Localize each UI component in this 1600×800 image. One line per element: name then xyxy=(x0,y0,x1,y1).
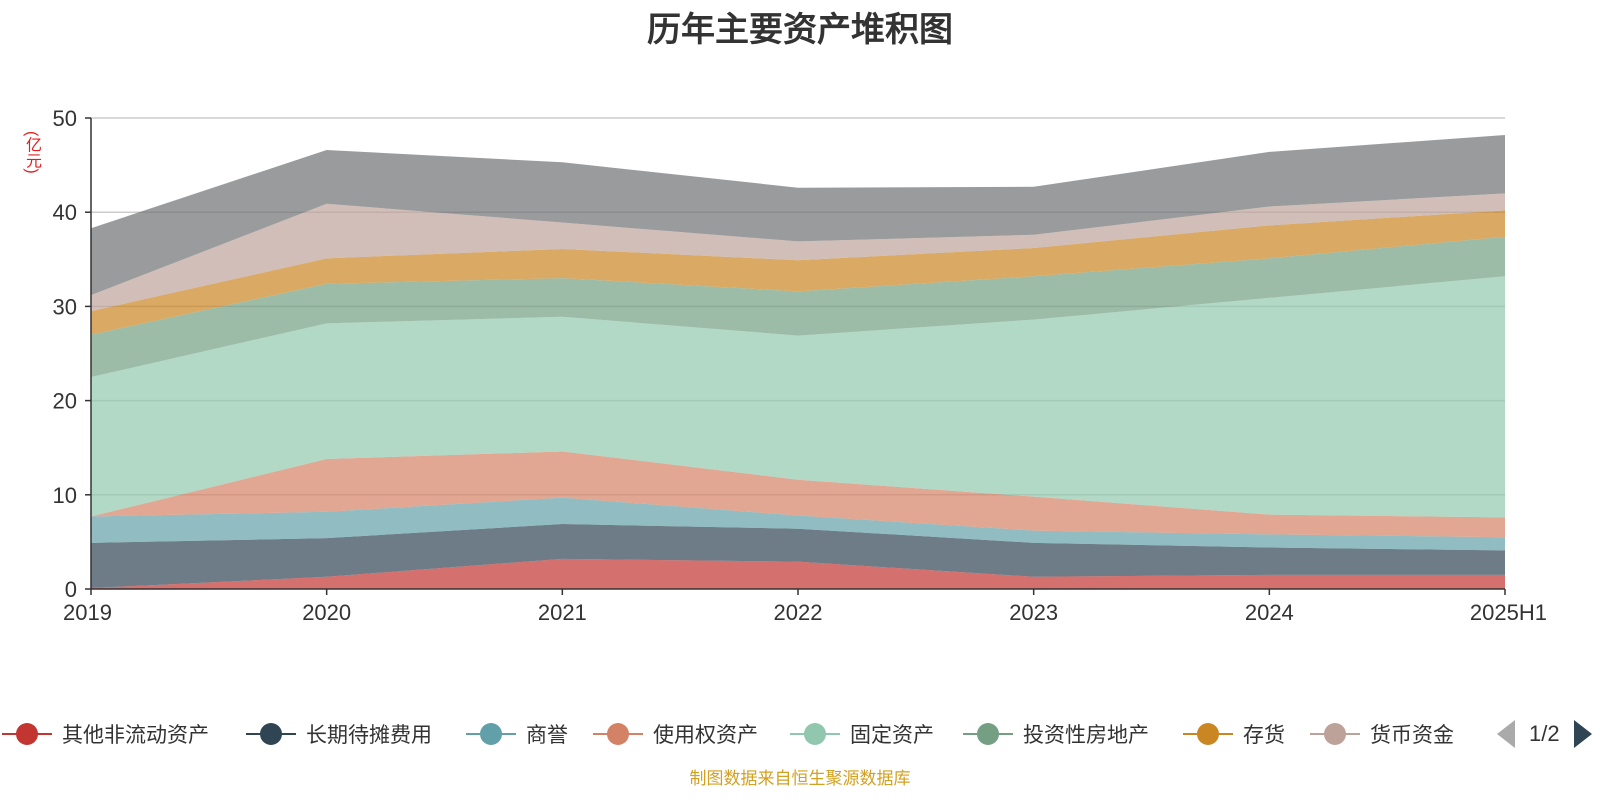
area-series-7 xyxy=(91,210,1505,335)
legend-marker-icon xyxy=(1183,722,1233,746)
area-series-6 xyxy=(91,236,1505,378)
y-axis-unit-label: (亿元) xyxy=(23,130,40,174)
legend-item-label: 存货 xyxy=(1243,724,1285,747)
legend-item[interactable]: 使用权资产 xyxy=(593,716,758,752)
legend-item-label: 长期待摊费用 xyxy=(306,724,432,747)
y-tick-label: 50 xyxy=(53,106,77,131)
legend-page-indicator: 1/2 xyxy=(1529,721,1560,746)
legend-item-label: 其他非流动资产 xyxy=(62,724,209,747)
x-tick-label: 2020 xyxy=(302,600,351,625)
y-tick-label: 40 xyxy=(53,200,77,225)
legend: 其他非流动资产 长期待摊费用 商誉 使用权资产 固定资产 投资性房地产 存货 货币资金 xyxy=(0,716,1600,752)
legend-item[interactable]: 固定资产 xyxy=(790,716,934,752)
legend-item[interactable]: 投资性房地产 xyxy=(963,716,1149,752)
area-series-3 xyxy=(91,497,1505,551)
axes: 0 10 20 30 40 50 2019 2020 2021 2022 2023 2024 2025H… xyxy=(53,106,1547,625)
legend-item[interactable]: 长期待摊费用 xyxy=(246,716,432,752)
legend-items: 其他非流动资产 长期待摊费用 商誉 使用权资产 固定资产 投资性房地产 存货 货币资金 xyxy=(0,716,1482,752)
legend-marker-icon xyxy=(246,722,296,746)
legend-marker-icon xyxy=(466,722,516,746)
legend-marker-icon xyxy=(1310,722,1360,746)
x-tick-label: 2023 xyxy=(1009,600,1058,625)
legend-item[interactable]: 商誉 xyxy=(466,716,568,752)
legend-next-icon[interactable] xyxy=(1573,720,1592,748)
y-tick-label: 30 xyxy=(53,294,77,319)
legend-marker-icon xyxy=(963,722,1013,746)
area-series-8 xyxy=(91,193,1505,312)
legend-item-label: 投资性房地产 xyxy=(1023,724,1149,747)
x-tick-label: 2024 xyxy=(1245,600,1294,625)
legend-item[interactable]: 其他非流动资产 xyxy=(2,716,209,752)
x-tick-label: 2025H1 xyxy=(1470,600,1547,625)
y-tick-label: 20 xyxy=(53,389,77,414)
legend-marker-icon xyxy=(593,722,643,746)
stacked-area-chart: 0 10 20 30 40 50 2019 2020 2021 2022 2023 2024 2025H… xyxy=(53,106,1547,625)
area-series xyxy=(91,134,1505,589)
data-source-note: 制图数据来自恒生聚源数据库 xyxy=(689,769,911,788)
legend-pager: 1/2 xyxy=(1497,716,1592,752)
legend-item[interactable]: 货币资金 xyxy=(1310,716,1454,752)
legend-item-label: 商誉 xyxy=(526,724,568,747)
legend-item-label: 货币资金 xyxy=(1370,724,1454,747)
legend-item-label: 使用权资产 xyxy=(653,724,758,747)
area-series-4 xyxy=(91,451,1505,538)
y-tick-label: 10 xyxy=(53,483,77,508)
area-series-2 xyxy=(91,524,1505,589)
x-tick-label: 2022 xyxy=(774,600,823,625)
area-series-5 xyxy=(91,276,1505,518)
legend-marker-icon xyxy=(2,722,52,746)
legend-marker-icon xyxy=(790,722,840,746)
y-tick-label: 0 xyxy=(65,577,77,602)
x-tick-label: 2021 xyxy=(538,600,587,625)
legend-item-label: 固定资产 xyxy=(850,724,934,747)
x-tick-label: 2019 xyxy=(63,600,112,625)
area-series-9 xyxy=(91,134,1505,296)
legend-item[interactable]: 存货 xyxy=(1183,716,1285,752)
chart-title: 历年主要资产堆积图 xyxy=(647,10,953,50)
legend-prev-icon[interactable] xyxy=(1497,720,1515,748)
area-series-1 xyxy=(91,558,1505,589)
